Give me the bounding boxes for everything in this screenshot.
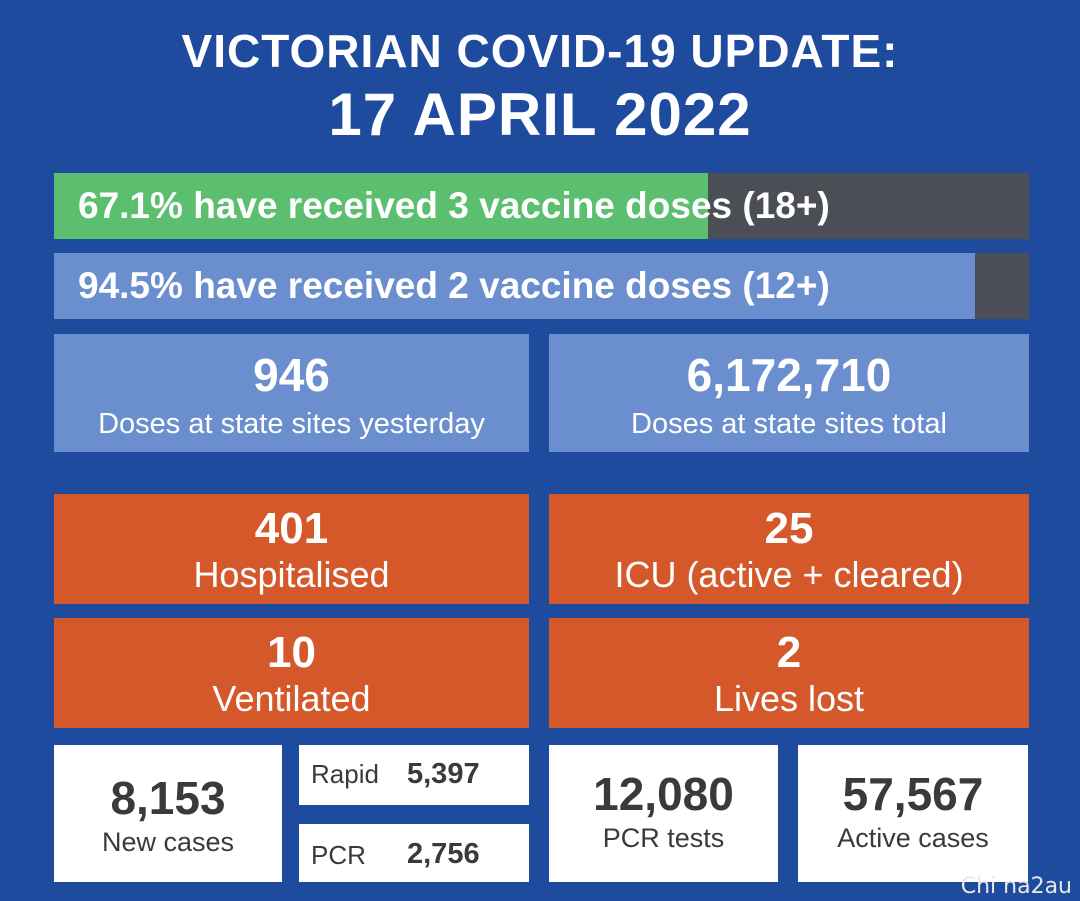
hospitalised-panel: 401 Hospitalised [54,494,529,604]
second-dose-progress-fill [54,253,976,319]
new-cases-value: 8,153 [110,772,226,824]
lives-lost-panel: 2 Lives lost [549,618,1029,728]
active-cases-panel: 57,567 Active cases [798,745,1028,882]
second-dose-progress-bar: 94.5% have received 2 vaccine doses (12+… [54,253,1029,319]
doses-total-panel: 6,172,710 Doses at state sites total [549,334,1029,452]
pcr-value: 2,756 [407,838,480,870]
rapid-panel: Rapid 5,397 [299,745,529,805]
new-cases-panel: 8,153 New cases [54,745,282,882]
pcr-tests-value: 12,080 [593,768,734,820]
rapid-label: Rapid [311,759,379,789]
ventilated-panel: 10 Ventilated [54,618,529,728]
doses-total-value: 6,172,710 [686,349,892,401]
third-dose-text: 67.1% have received 3 vaccine doses (18+… [78,185,830,226]
pcr-panel: PCR 2,756 [299,824,529,882]
doses-total-label: Doses at state sites total [631,408,947,440]
doses-yesterday-label: Doses at state sites yesterday [98,408,485,440]
pcr-tests-label: PCR tests [602,823,725,853]
icu-label: ICU (active + cleared) [614,554,964,595]
lives-lost-label: Lives lost [713,678,865,719]
watermark: Chi na2au [960,874,1072,899]
third-dose-progress-fill [54,173,709,239]
pcr-label: PCR [311,840,366,870]
active-cases-label: Active cases [837,823,989,853]
doses-yesterday-value: 946 [253,349,330,401]
new-cases-label: New cases [101,827,235,857]
lives-lost-value: 2 [776,628,802,677]
update-date: 17 APRIL 2022 [328,81,752,148]
page-title: VICTORIAN COVID-19 UPDATE: [181,25,899,77]
icu-panel: 25 ICU (active + cleared) [549,494,1029,604]
hospitalised-value: 401 [254,504,329,553]
second-dose-text: 94.5% have received 2 vaccine doses (12+… [78,265,830,306]
active-cases-value: 57,567 [842,768,984,820]
rapid-value: 5,397 [407,758,480,790]
ventilated-value: 10 [267,628,316,677]
doses-yesterday-panel: 946 Doses at state sites yesterday [54,334,529,452]
pcr-tests-panel: 12,080 PCR tests [549,745,778,882]
third-dose-progress-bar: 67.1% have received 3 vaccine doses (18+… [54,173,1029,239]
icu-value: 25 [764,504,814,553]
ventilated-label: Ventilated [212,678,371,719]
hospitalised-label: Hospitalised [193,554,390,595]
